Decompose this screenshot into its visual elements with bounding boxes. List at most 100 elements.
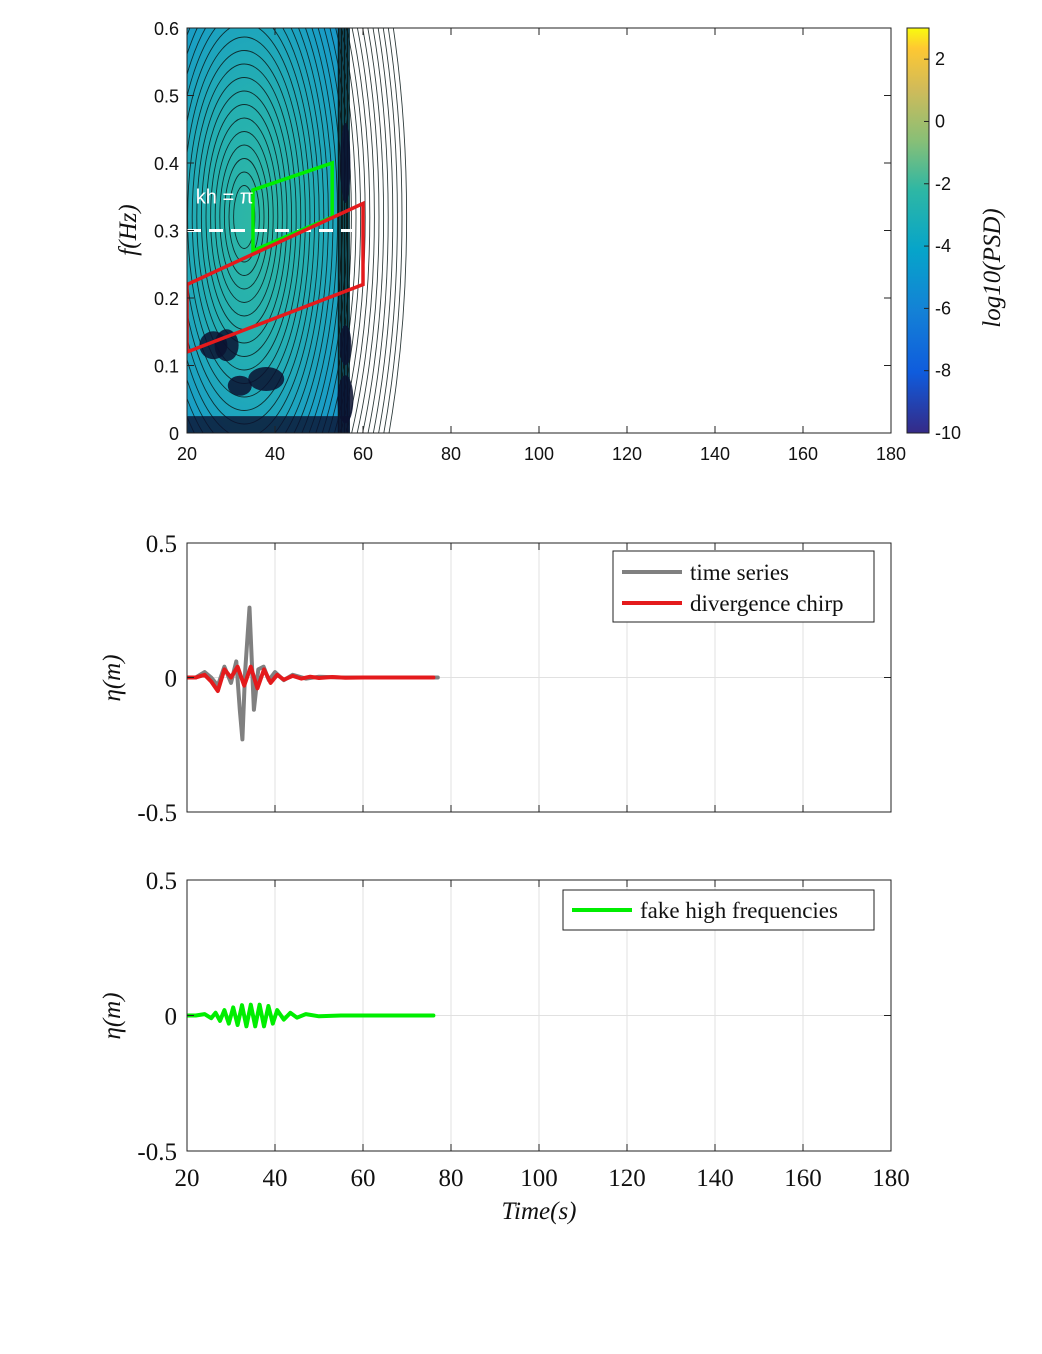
x-tick-label: 180 [872, 1165, 910, 1192]
legend-label-fake-high-frequencies: fake high frequencies [640, 898, 838, 923]
contour-line [339, 28, 366, 433]
low-psd-patch [187, 416, 350, 433]
colorbar-ticks: -10 -8 -6 -4 -2 0 2 [924, 49, 961, 443]
contour-line [321, 28, 352, 433]
high-frequency-y-ticks: -0.5 0 0.5 [137, 868, 891, 1166]
low-psd-patch [340, 123, 351, 203]
legend-label-time-series: time series [690, 560, 789, 585]
y-tick-label: 0 [169, 424, 179, 444]
time-series-legend: time series divergence chirp [612, 550, 875, 623]
low-psd-patch [337, 375, 354, 424]
contour-line [223, 158, 265, 276]
high-frequency-legend: fake high frequencies [562, 889, 875, 931]
time-series-lines [187, 605, 440, 742]
x-tick-label: 180 [876, 444, 906, 464]
colorbar-tick-label: 0 [935, 111, 945, 131]
contour-line [308, 28, 343, 433]
x-tick-label: 80 [441, 444, 461, 464]
spectrogram-y-label: f(Hz) [115, 204, 142, 255]
contour-line [210, 117, 279, 317]
contour-line [219, 144, 270, 290]
contour-line [187, 36, 306, 398]
y-tick-label: 0.1 [154, 357, 179, 377]
contour-line [333, 28, 362, 433]
contour-line [187, 28, 320, 433]
x-tick-label: 140 [696, 1165, 734, 1192]
contour-line [200, 90, 288, 344]
time-series-y-label: η(m) [99, 654, 126, 701]
contour-line [383, 28, 403, 433]
x-tick-label: 160 [784, 1165, 822, 1192]
series-line-divergence-chirp [187, 664, 436, 693]
colorbar-tick-label: -8 [935, 361, 951, 381]
contour-line [356, 28, 380, 433]
y-tick-label: 0 [165, 1004, 178, 1031]
y-tick-label: -0.5 [137, 1139, 177, 1166]
contour-line [233, 185, 256, 249]
time-series-panel: -0.5 0 0.5 η(m) time series divergence chi… [99, 531, 892, 827]
time-series-x-ticks [186, 543, 892, 812]
high-frequency-x-ticks: 20 40 60 80 100 120 140 160 180 [175, 880, 910, 1192]
x-tick-label: 60 [351, 1165, 376, 1192]
highlight-regions [187, 160, 365, 354]
contour-line [187, 28, 311, 411]
high-frequency-panel: 20 40 60 80 100 120 140 160 180 -0.5 0 0.5 η(m) Ti… [99, 868, 910, 1225]
contour-line [214, 131, 274, 303]
contour-line [345, 28, 371, 433]
y-tick-label: 0.5 [146, 531, 177, 558]
contour-line [327, 28, 357, 433]
x-tick-label: 20 [175, 1165, 200, 1192]
x-tick-label: 40 [263, 1165, 288, 1192]
colorbar-tick-label: 2 [935, 49, 945, 69]
y-tick-label: -0.5 [137, 800, 177, 827]
x-tick-label: 80 [439, 1165, 464, 1192]
contour-line [315, 28, 348, 433]
series-line-fake-high-frequencies [187, 1002, 436, 1029]
y-tick-label: 0.4 [154, 154, 179, 174]
contour-line [191, 63, 297, 371]
red-region [187, 200, 365, 354]
time-x-label: Time(s) [502, 1198, 577, 1225]
contour-line [378, 28, 398, 433]
y-tick-label: 0.5 [154, 87, 179, 107]
colorbar-tick-label: -10 [935, 423, 961, 443]
y-tick-label: 0.3 [154, 222, 179, 242]
colorbar-tick-label: -2 [935, 174, 951, 194]
contour-line [196, 77, 293, 357]
y-tick-label: 0.5 [146, 868, 177, 895]
spectrogram-x-ticks: 20 40 60 80 100 120 140 160 180 [177, 28, 906, 464]
colorbar-tick-label: -4 [935, 236, 951, 256]
y-tick-label: 0.2 [154, 289, 179, 309]
legend-label-divergence-chirp: divergence chirp [690, 591, 843, 616]
colorbar-tick-label: -6 [935, 298, 951, 318]
low-psd-patch [248, 367, 285, 391]
legend-box [612, 550, 875, 623]
x-tick-label: 120 [612, 444, 642, 464]
x-tick-label: 60 [353, 444, 373, 464]
x-tick-label: 20 [177, 444, 197, 464]
spectrogram-panel: kh = π 20 40 60 80 100 120 140 160 180 00.10.20.… [115, 19, 1006, 464]
contour-line [187, 28, 325, 433]
kh-pi-annotation: kh = π [196, 187, 254, 209]
x-tick-label: 100 [520, 1165, 558, 1192]
x-tick-label: 140 [700, 444, 730, 464]
x-tick-label: 120 [608, 1165, 646, 1192]
spectrogram-y-ticks: 0 0.1 0.2 0.3 0.4 0.5 0.6 [154, 19, 891, 444]
contour-line [351, 28, 375, 433]
contour-line [388, 28, 408, 433]
colorbar-label: log10(PSD) [979, 208, 1006, 327]
contour-line [367, 28, 389, 433]
contour-line [362, 28, 385, 433]
low-psd-patch [227, 375, 252, 396]
colorbar [906, 27, 930, 434]
y-tick-label: 0.6 [154, 19, 179, 39]
high-frequency-lines [187, 1002, 436, 1029]
x-tick-label: 160 [788, 444, 818, 464]
x-tick-label: 40 [265, 444, 285, 464]
x-tick-label: 100 [524, 444, 554, 464]
contour-line [228, 171, 260, 263]
contour-line [372, 28, 394, 433]
low-psd-patch [339, 325, 352, 366]
time-series-y-ticks: -0.5 0 0.5 [137, 531, 891, 827]
